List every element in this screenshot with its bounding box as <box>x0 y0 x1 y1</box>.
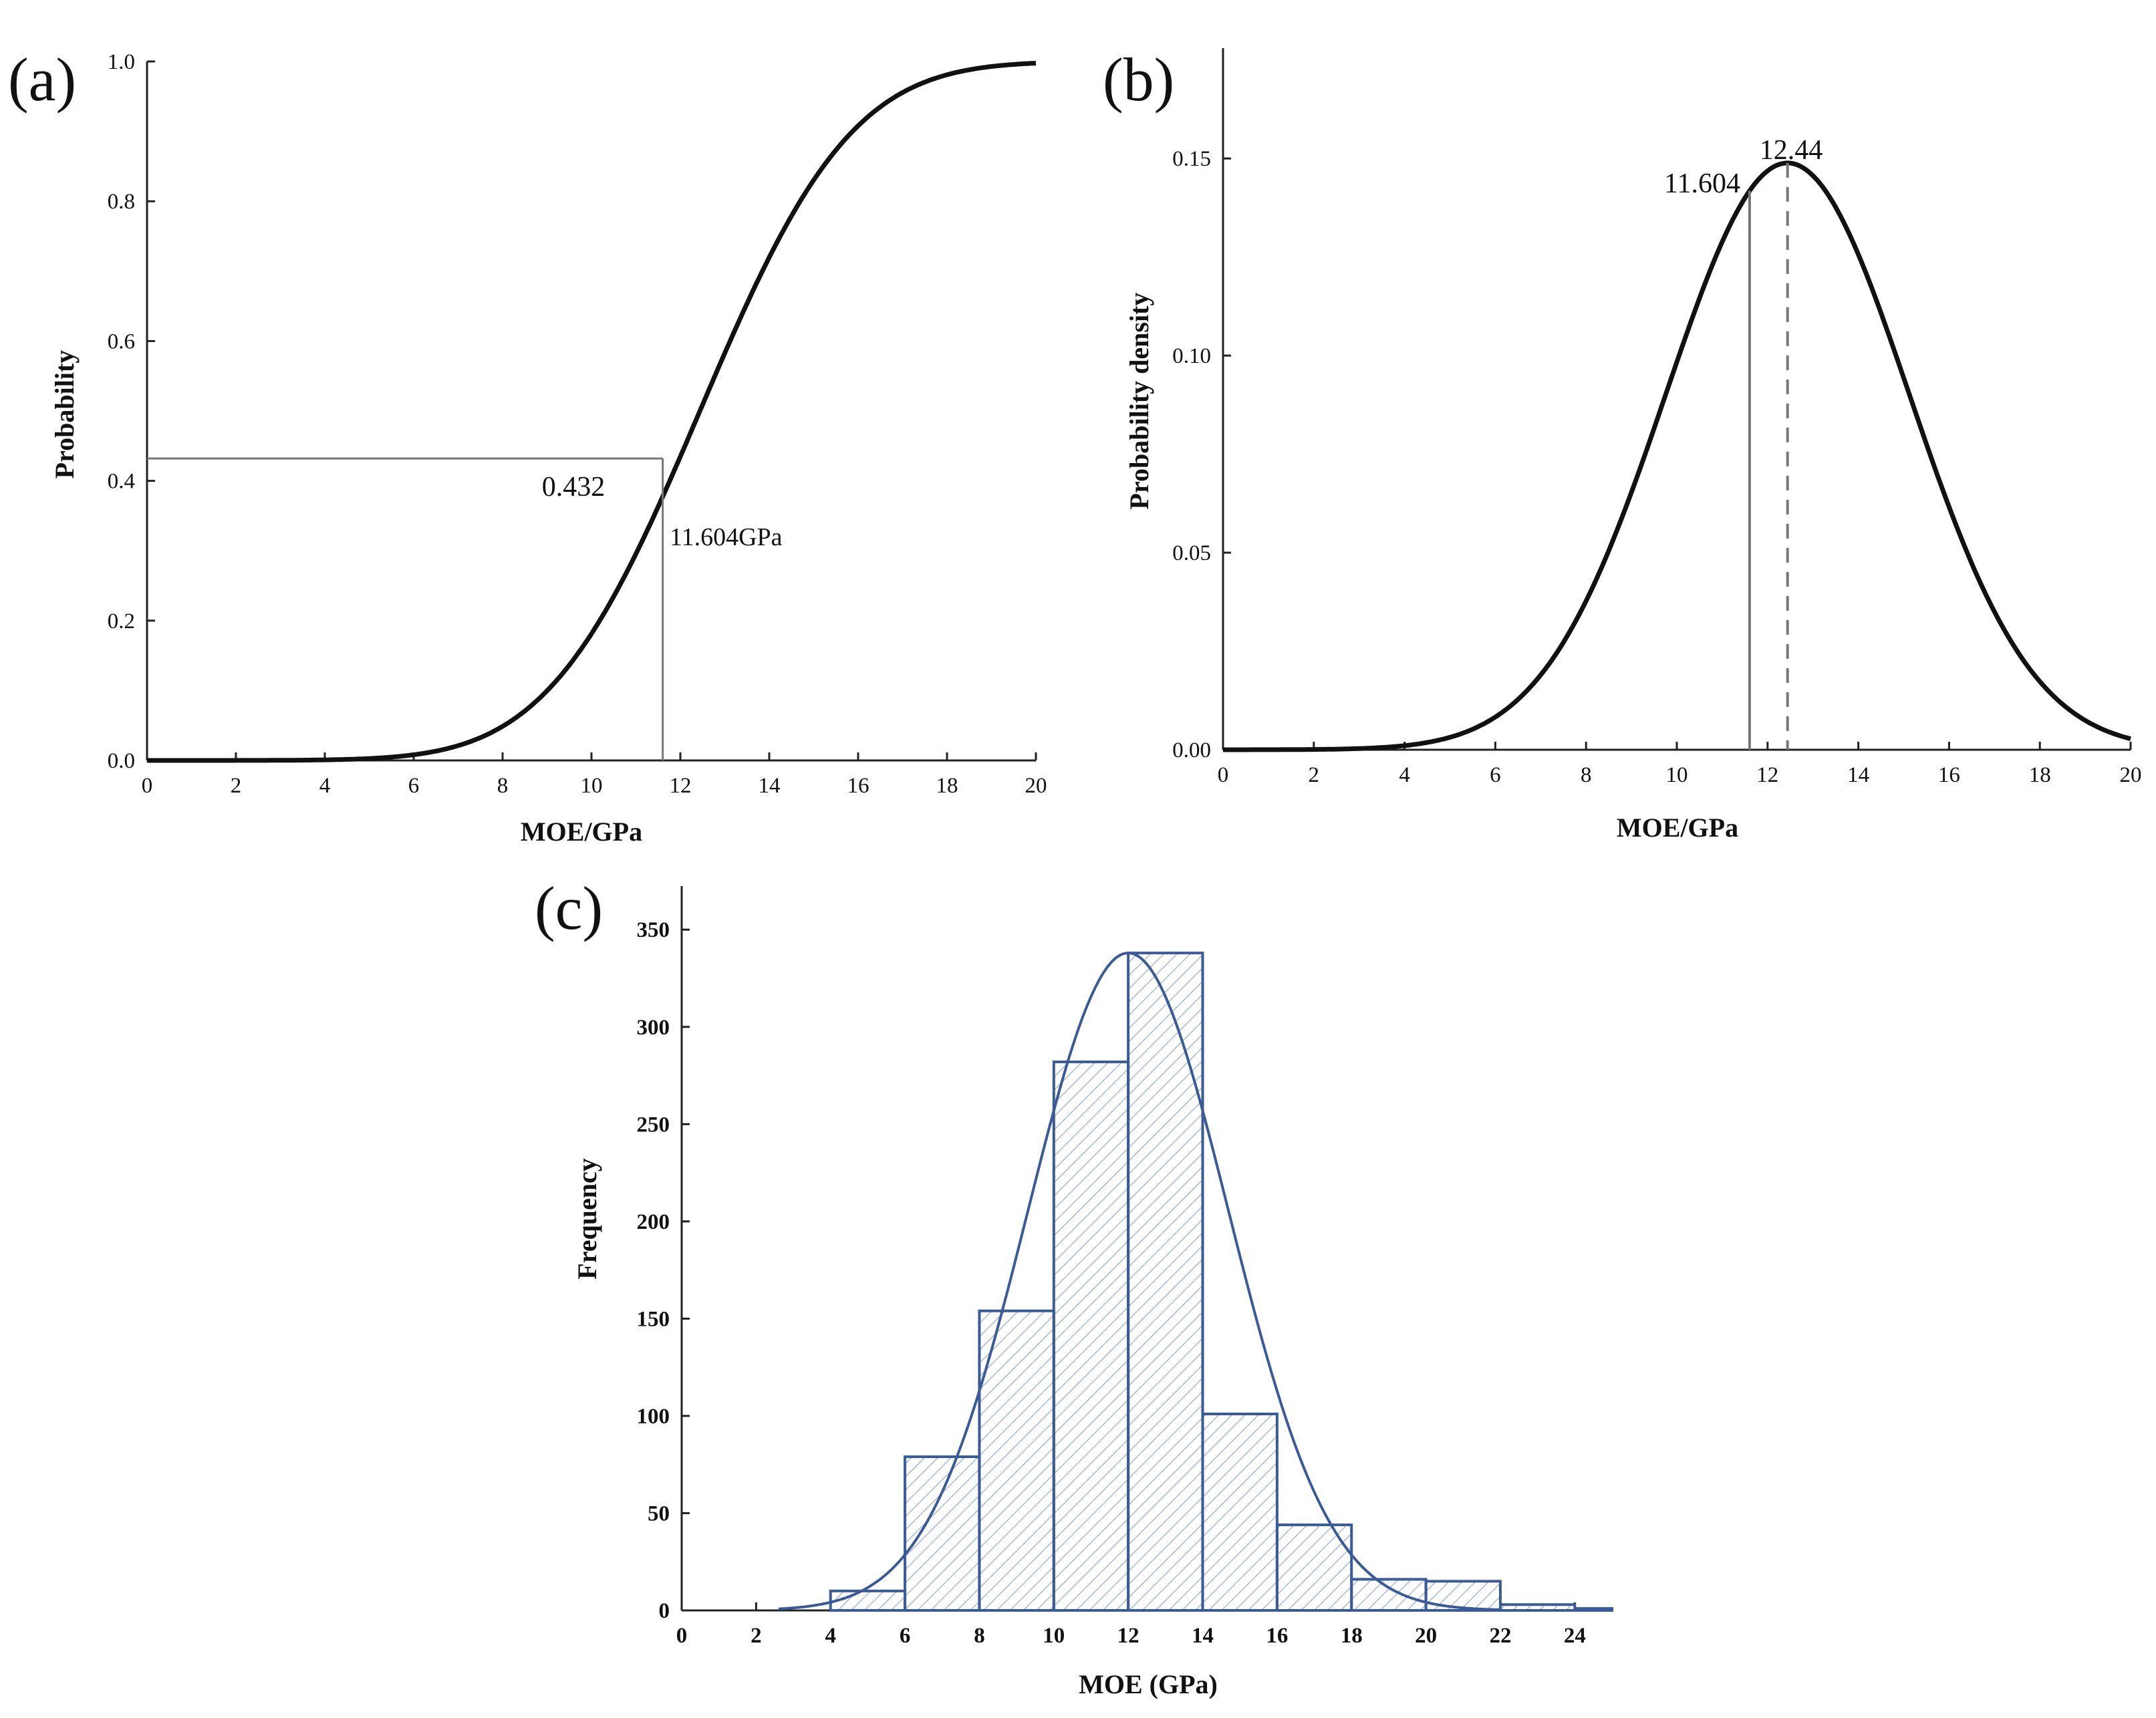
panel-a-data <box>147 61 1037 763</box>
x-tick-label: 18 <box>1341 1624 1363 1648</box>
panel-b-x-axis-title: MOE/GPa <box>1617 813 1738 843</box>
x-tick-label: 16 <box>1938 763 1960 787</box>
y-tick-label: 0 <box>659 1599 670 1623</box>
panel-c-label: (c) <box>535 874 603 942</box>
y-tick-label: 350 <box>637 918 670 942</box>
panel-a-label: (a) <box>8 45 76 114</box>
x-tick-label: 12 <box>670 774 692 798</box>
x-tick-label: 24 <box>1564 1624 1586 1648</box>
panel-c-histogram-chart: (c) 0 2 4 6 8 10 12 14 16 18 20 22 24050100150200250… <box>535 874 1614 1699</box>
x-tick-label: 6 <box>408 774 420 798</box>
y-tick-label: 50 <box>648 1501 670 1526</box>
panel-a-x-axis-title: MOE/GPa <box>521 817 642 847</box>
x-tick-label: 20 <box>2120 763 2142 787</box>
x-tick-label: 4 <box>1399 763 1410 787</box>
y-tick-label: 300 <box>637 1016 670 1040</box>
x-tick-label: 12 <box>1117 1624 1139 1648</box>
x-tick-label: 16 <box>847 774 869 798</box>
panel-a-probability-annotation: 0.432 <box>542 472 605 503</box>
x-tick-label: 12 <box>1756 763 1778 787</box>
x-tick-label: 10 <box>1666 763 1688 787</box>
panel-b-label: (b) <box>1103 45 1174 114</box>
y-tick-label: 0.0 <box>108 749 135 773</box>
x-tick-label: 6 <box>900 1624 911 1648</box>
panel-a-y-axis-title: Probability <box>49 350 80 479</box>
x-tick-label: 16 <box>1266 1624 1288 1648</box>
histogram-bar <box>1424 1580 1502 1612</box>
panel-b-data <box>1223 160 2131 752</box>
panel-c-data <box>778 952 1614 1612</box>
panel-c-y-axis-title: Frequency <box>572 1158 602 1279</box>
panel-a-moe-annotation: 11.604GPa <box>670 523 783 551</box>
x-tick-label: 22 <box>1489 1624 1511 1648</box>
cdf-curve <box>147 61 1037 763</box>
histogram-bar <box>1127 952 1204 1612</box>
x-tick-label: 2 <box>231 774 242 798</box>
x-tick-label: 2 <box>1309 763 1320 787</box>
x-tick-label: 10 <box>581 774 603 798</box>
panel-b-axes: 0 2 4 6 8 10 12 14 16 18 20 0.00 0.05 0.10 0.15 <box>1172 48 2142 787</box>
panel-b-y-axis-title: Probability density <box>1124 293 1154 510</box>
x-tick-label: 4 <box>825 1624 836 1648</box>
x-tick-label: 20 <box>1415 1624 1437 1648</box>
x-tick-label: 20 <box>1025 774 1047 798</box>
y-tick-label: 0.00 <box>1172 738 1211 762</box>
histogram-bar <box>1573 1607 1614 1612</box>
x-tick-label: 0 <box>1218 763 1229 787</box>
x-tick-label: 18 <box>2029 763 2051 787</box>
x-tick-label: 2 <box>751 1624 762 1648</box>
x-tick-label: 14 <box>759 774 781 798</box>
panel-c-x-axis-title: MOE (GPa) <box>1079 1669 1218 1699</box>
y-tick-label: 200 <box>637 1210 670 1234</box>
x-tick-label: 18 <box>936 774 958 798</box>
histogram-bar <box>829 1589 907 1612</box>
y-tick-label: 0.15 <box>1172 147 1211 171</box>
histogram-bar <box>904 1455 981 1612</box>
histogram-bar <box>1201 1413 1278 1612</box>
panel-b-mean-annotation: 12.44 <box>1760 135 1823 166</box>
y-tick-label: 0.6 <box>108 329 135 353</box>
y-tick-label: 0.4 <box>108 470 135 494</box>
y-tick-label: 1.0 <box>108 50 135 74</box>
y-tick-label: 0.2 <box>108 609 135 633</box>
pdf-curve <box>1223 160 2131 752</box>
normal-fit-curve <box>778 952 1501 1611</box>
histogram-bar <box>1052 1060 1130 1612</box>
x-tick-label: 6 <box>1490 763 1501 787</box>
x-tick-label: 8 <box>497 774 509 798</box>
histogram-bar <box>1350 1578 1428 1612</box>
panel-b-pdf-chart: (b) 0 2 4 6 8 10 12 14 16 18 20 0.00 0.05 0.10 0.15 MO… <box>1103 45 2142 843</box>
x-tick-label: 0 <box>676 1624 688 1648</box>
y-tick-label: 150 <box>637 1307 670 1331</box>
x-tick-label: 4 <box>319 774 331 798</box>
panel-a-axes: 0 2 4 6 8 10 12 14 16 18 20 0.0 0.2 0.4 0.6 0.8 1.0 <box>108 50 1047 798</box>
panel-b-median-annotation: 11.604 <box>1664 168 1740 199</box>
y-tick-label: 100 <box>637 1405 670 1429</box>
y-tick-label: 0.8 <box>108 190 135 214</box>
x-tick-label: 10 <box>1043 1624 1065 1648</box>
x-tick-label: 14 <box>1847 763 1869 787</box>
panel-c-axes: 0 2 4 6 8 10 12 14 16 18 20 22 240501001502002503003… <box>637 886 1612 1648</box>
y-tick-label: 0.10 <box>1172 344 1211 368</box>
y-tick-label: 0.05 <box>1172 541 1211 565</box>
histogram-bar <box>1498 1603 1577 1612</box>
x-tick-label: 8 <box>974 1624 985 1648</box>
panel-a-cdf-chart: (a) 0 2 4 6 8 10 12 14 16 18 200.00.20.40.60.81.0 … <box>8 45 1047 847</box>
x-tick-label: 0 <box>142 774 153 798</box>
x-tick-label: 8 <box>1581 763 1592 787</box>
y-tick-label: 250 <box>637 1113 670 1137</box>
x-tick-label: 14 <box>1192 1624 1214 1648</box>
